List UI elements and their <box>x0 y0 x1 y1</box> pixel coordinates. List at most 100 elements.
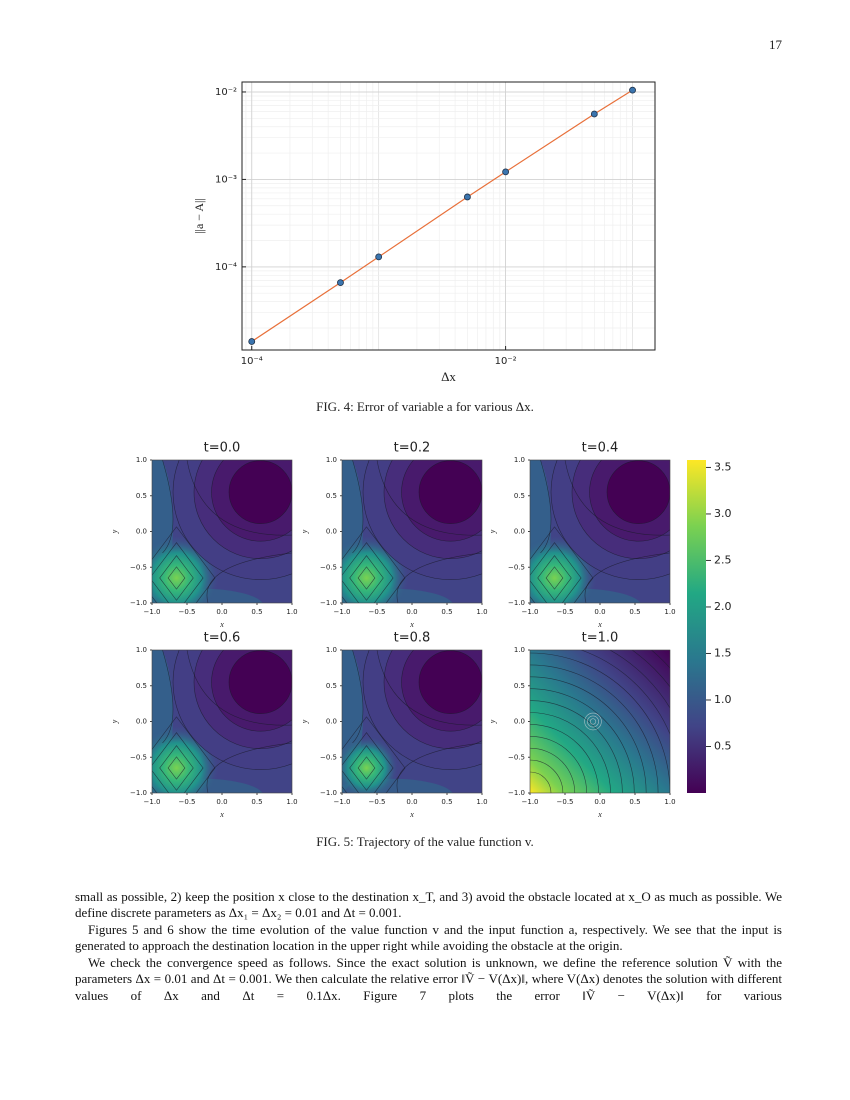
contour-line <box>376 460 482 536</box>
colorbar-tick-label: 0.5 <box>714 739 732 752</box>
plot-frame <box>241 81 656 351</box>
x-tick-label: 0.5 <box>251 798 262 806</box>
x-tick-label: 0.0 <box>406 608 417 616</box>
x-tick-label: −1.0 <box>334 798 351 806</box>
contour-line <box>540 460 552 554</box>
x-tick-label: 1.0 <box>664 798 675 806</box>
y-tick-label: −0.5 <box>320 563 337 571</box>
y-tick-label: 0.5 <box>514 682 525 690</box>
y-tick-label: 1.0 <box>514 456 525 464</box>
contour-plot <box>342 460 482 603</box>
contour-line <box>159 745 194 791</box>
y-tick-label: 0.0 <box>136 718 147 726</box>
x-tick-label: −1.0 <box>144 608 161 616</box>
x-tick-label: 1.0 <box>476 608 487 616</box>
contour-line <box>342 716 406 793</box>
figure-caption: FIG. 4: Error of variable a for various … <box>316 399 534 414</box>
contour-line <box>589 718 597 725</box>
y-tick-label: −1.0 <box>320 599 337 607</box>
contour-line <box>545 566 564 590</box>
y-axis-label: y <box>300 529 309 534</box>
x-axis-label: x <box>219 620 224 629</box>
y-tick-label: 0.0 <box>514 528 525 536</box>
colorbar-tick-label: 3.5 <box>714 460 732 473</box>
x-tick-label: −1.0 <box>522 608 539 616</box>
contour-line <box>152 526 216 603</box>
paragraph: We check the convergence speed as follow… <box>75 955 782 1003</box>
contour-band <box>228 650 292 714</box>
contour-line <box>352 650 364 744</box>
y-tick-label: 0.5 <box>136 682 147 690</box>
contour-plot <box>152 460 292 603</box>
y-tick-label: −0.5 <box>508 563 525 571</box>
contour-line <box>167 566 186 590</box>
contour-band <box>228 460 292 524</box>
x-tick-label: 10⁻² <box>495 356 517 367</box>
panel-title: t=0.8 <box>394 631 431 646</box>
x-tick-label: 0.0 <box>216 798 227 806</box>
x-tick-label: −0.5 <box>557 608 574 616</box>
contour-line <box>530 526 594 603</box>
x-tick-label: 0.0 <box>406 798 417 806</box>
y-axis-label: y <box>300 719 309 724</box>
y-tick-label: −1.0 <box>508 599 525 607</box>
x-tick-label: 1.0 <box>286 798 297 806</box>
contour-line <box>357 756 376 780</box>
contour-line <box>396 552 482 603</box>
y-tick-label: −1.0 <box>130 789 147 797</box>
x-tick-label: 1.0 <box>476 798 487 806</box>
y-tick-label: 0.0 <box>136 528 147 536</box>
contour-line <box>396 742 482 793</box>
panel-title: t=0.2 <box>394 441 431 456</box>
x-axis-label: x <box>409 620 414 629</box>
contour-line <box>206 552 292 603</box>
data-point <box>463 193 471 201</box>
x-tick-label: 0.5 <box>629 798 640 806</box>
contour-fill <box>342 736 398 793</box>
contour-line <box>530 542 582 603</box>
series-line <box>251 89 633 343</box>
contour-line <box>152 716 216 793</box>
contour-line <box>352 460 364 554</box>
y-tick-label: −1.0 <box>130 599 147 607</box>
panel-title: t=0.6 <box>204 631 241 646</box>
y-tick-label: 10⁻³ <box>215 174 237 185</box>
y-tick-label: 1.0 <box>136 456 147 464</box>
y-axis-label: y <box>488 719 497 724</box>
paragraph: Figures 5 and 6 show the time evolution … <box>75 922 782 954</box>
contour-line <box>162 650 174 744</box>
y-tick-label: −1.0 <box>320 789 337 797</box>
contour-band <box>606 460 670 524</box>
contour-band <box>418 460 482 524</box>
contour-fill <box>530 650 670 793</box>
x-tick-label: 0.0 <box>594 798 605 806</box>
contour-line <box>584 552 670 603</box>
contour-line <box>152 732 204 793</box>
y-tick-label: −0.5 <box>130 753 147 761</box>
colorbar-tick-label: 2.0 <box>714 600 732 613</box>
x-axis-label: x <box>219 810 224 819</box>
x-tick-label: 0.5 <box>251 608 262 616</box>
contour-line <box>587 715 599 728</box>
colorbar-tick-label: 1.5 <box>714 646 732 659</box>
x-tick-label: −0.5 <box>179 608 196 616</box>
y-tick-label: 0.5 <box>326 492 337 500</box>
contour-line <box>186 460 292 536</box>
y-tick-label: 0.0 <box>326 718 337 726</box>
contour-line <box>152 542 204 603</box>
contour-line <box>159 555 194 601</box>
colorbar-tick-label: 3.0 <box>714 507 732 520</box>
contour-line <box>376 650 482 726</box>
panel-title: t=1.0 <box>582 631 619 646</box>
colorbar-tick-label: 2.5 <box>714 553 732 566</box>
contour-band <box>418 650 482 714</box>
y-tick-label: 10⁻⁴ <box>215 262 237 273</box>
contour-line <box>357 566 376 590</box>
x-tick-label: −1.0 <box>334 608 351 616</box>
x-tick-label: 0.5 <box>441 798 452 806</box>
y-axis-label: y <box>110 719 119 724</box>
y-tick-label: −0.5 <box>130 563 147 571</box>
data-point <box>629 86 636 94</box>
contour-line <box>206 742 292 793</box>
